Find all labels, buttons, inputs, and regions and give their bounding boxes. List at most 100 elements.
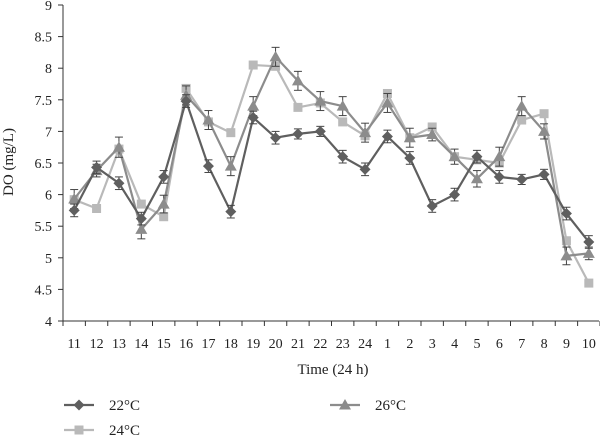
series-triangle	[68, 46, 595, 266]
y-tick-label: 8	[45, 62, 52, 77]
x-tick-label: 3	[429, 337, 436, 352]
data-point	[582, 247, 595, 258]
data-point	[202, 160, 214, 172]
x-tick-label: 16	[179, 337, 193, 352]
legend-marker	[74, 425, 84, 435]
x-tick-label: 9	[563, 337, 570, 352]
x-tick-label: 1	[384, 337, 391, 352]
data-point	[314, 95, 327, 106]
data-point	[448, 150, 461, 162]
legend-label: 26°C	[375, 398, 406, 414]
data-point	[427, 122, 437, 132]
y-tick-label: 4	[45, 315, 52, 330]
data-point	[202, 114, 215, 125]
data-point	[226, 128, 236, 138]
y-axis-label: DO (mg/L)	[1, 128, 17, 196]
legend-marker	[73, 399, 85, 411]
data-point	[584, 278, 594, 288]
data-point	[515, 100, 528, 111]
data-point	[470, 172, 483, 184]
x-tick-label: 21	[291, 337, 305, 352]
data-point	[314, 125, 326, 137]
data-point	[291, 74, 304, 86]
data-point	[247, 111, 259, 123]
data-point	[517, 115, 527, 125]
data-point	[403, 131, 416, 143]
data-point	[157, 198, 170, 209]
data-point	[224, 160, 237, 171]
chart-legend: 22°C 24°C 26°C	[64, 398, 406, 439]
legend-item: 22°C	[64, 398, 140, 414]
data-point	[560, 208, 572, 220]
series-diamond	[68, 94, 595, 249]
x-axis-label: Time (24 h)	[297, 362, 368, 378]
data-point	[136, 199, 146, 209]
data-point	[538, 168, 550, 180]
x-tick-label: 22	[313, 337, 327, 352]
data-point	[180, 95, 192, 107]
data-point	[113, 177, 125, 189]
data-point	[293, 102, 303, 112]
x-tick-label: 23	[336, 337, 350, 352]
x-tick-label: 5	[473, 337, 480, 352]
x-tick-label: 4	[451, 337, 458, 352]
y-tick-label: 6	[45, 189, 52, 204]
data-point	[471, 151, 483, 163]
x-tick-label: 2	[406, 337, 413, 352]
x-tick-label: 20	[269, 337, 283, 352]
chart-axes	[62, 5, 599, 322]
data-point	[247, 100, 260, 111]
data-point	[449, 189, 461, 201]
x-tick-label: 8	[541, 337, 548, 352]
data-point	[248, 60, 258, 70]
data-point	[381, 96, 394, 108]
data-point	[92, 204, 102, 214]
y-tick-label: 6.5	[35, 157, 53, 172]
x-tick-label: 12	[90, 337, 104, 352]
data-point	[561, 236, 571, 246]
data-point	[381, 130, 393, 142]
data-point	[560, 249, 573, 261]
data-point	[225, 206, 237, 218]
data-point	[112, 141, 125, 152]
data-point	[270, 132, 282, 144]
data-point	[135, 223, 148, 234]
x-axis-ticks: 11 12 13 14 15 16 17 18 19 20 21 22 23 24 1 2 3 4 5 6 7 8 9 10	[62, 321, 600, 352]
x-tick-label: 6	[496, 337, 503, 352]
data-point	[336, 100, 349, 111]
y-tick-label: 5.5	[35, 220, 53, 235]
data-point	[359, 126, 372, 138]
data-point	[159, 212, 169, 222]
data-point	[539, 109, 549, 119]
x-tick-label: 24	[358, 337, 372, 352]
series-line	[73, 63, 590, 284]
data-point	[338, 117, 348, 127]
data-point	[516, 173, 528, 185]
data-point	[583, 236, 595, 248]
data-point	[493, 171, 505, 183]
data-point	[359, 163, 371, 175]
data-point	[68, 204, 80, 216]
legend-marker	[339, 399, 351, 410]
data-point	[493, 150, 506, 162]
data-point	[538, 125, 551, 136]
x-tick-label: 15	[157, 337, 171, 352]
series-line	[73, 97, 590, 243]
x-tick-label: 14	[134, 337, 148, 352]
data-point	[404, 152, 416, 164]
data-point	[337, 151, 349, 163]
data-point	[68, 193, 81, 204]
x-tick-label: 10	[582, 337, 596, 352]
x-tick-label: 19	[246, 337, 260, 352]
data-point	[135, 213, 147, 225]
y-tick-label: 7	[45, 125, 52, 140]
x-tick-label: 11	[67, 337, 80, 352]
legend-item: 26°C	[330, 398, 406, 414]
series-line	[73, 54, 589, 258]
data-point	[158, 171, 170, 183]
x-tick-label: 13	[112, 337, 126, 352]
data-point	[426, 200, 438, 212]
x-tick-label: 7	[518, 337, 525, 352]
x-tick-label: 18	[224, 337, 238, 352]
